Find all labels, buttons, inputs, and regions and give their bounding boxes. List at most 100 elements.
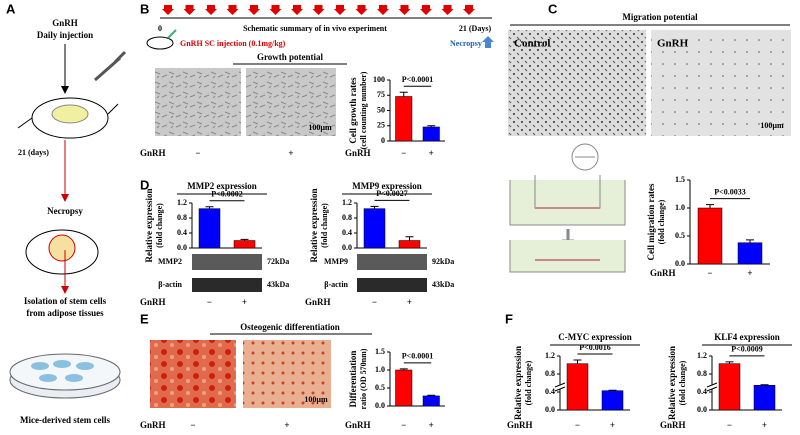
y-axis-label: Relative expression [667,346,677,420]
error-bar [725,361,734,364]
timeline-start: 0 [158,24,162,33]
error-bar [706,204,714,208]
panel-label: C [548,1,558,16]
micrograph [243,340,331,408]
y-tick-label: 0.4 [342,228,352,237]
p-value: P<0.0001 [402,75,433,84]
y-tick-label: 1.5 [375,347,385,356]
dose-arrows [162,5,475,15]
dose-arrow [377,5,389,15]
y-tick-label: 25 [377,121,385,130]
dose-arrow [183,5,196,15]
bar [398,240,421,249]
bar [395,369,413,407]
y-tick-label: 1.5 [675,175,685,184]
group-plus: + [284,420,289,430]
axis-break [554,382,566,392]
y-tick-label: 0.8 [342,213,352,222]
image-label: GnRH [657,38,689,50]
dose-arrow [162,5,174,15]
group-minus: − [195,148,200,158]
step-text: GnRH [52,18,78,28]
x-tick-label: + [762,420,767,430]
bar [601,390,624,411]
y-tick-label: 0.8 [697,369,707,378]
x-tick-label: + [242,297,247,307]
arrow-head [61,286,69,294]
y-axis-label: Relative expression [309,188,319,262]
x-tick-label: − [401,148,406,158]
x-tick-label: + [407,297,412,307]
y-tick-label: 0.4 [697,387,707,396]
bar [363,208,386,249]
chart-title: MMP2 expression [187,181,257,191]
section-title: Migration potential [622,12,698,22]
arrow-head [61,86,69,94]
micrograph [150,340,236,408]
y-axis-label: Cell migration rates [646,183,656,260]
panel-label: F [505,311,513,326]
micrograph [508,30,646,136]
bar [566,363,589,411]
p-value: P<0.0033 [714,187,745,196]
necropsy-arrow [482,36,494,48]
step-text: Mice-derived stem cells [20,415,110,425]
y-axis-label: (fold change) [155,203,164,248]
error-bar [573,359,582,364]
x-axis-label: GnRH [650,268,676,278]
x-tick-label: − [372,297,377,307]
bar [395,96,413,142]
x-tick-label: − [727,420,732,430]
y-tick-label: 0.0 [697,405,707,414]
bar [233,240,256,249]
y-axis-label: Relative expression [144,188,154,262]
y-axis-label: (fold change) [678,360,687,405]
error-bar [427,394,436,396]
dose-arrow [312,5,325,15]
x-axis-label: GnRH [345,420,371,430]
y-tick-label: 0.5 [675,231,685,240]
blot-label: β-actin [158,280,182,289]
step-text: Daily injection [37,30,93,40]
y-tick-label: 0.0 [375,401,385,410]
dose-arrow [398,5,411,15]
x-tick-label: + [429,148,434,158]
y-tick-label: 0.8 [177,213,187,222]
necropsy-text: Necropsy [450,39,482,48]
scale-bar: 100µm [308,123,332,132]
kda-label: 43kDa [432,280,454,289]
dose-arrow [355,5,368,15]
dose-arrow [420,5,432,15]
dose-arrow [334,5,346,15]
step-text: Isolation of stem cells [24,296,107,306]
bar [422,126,440,142]
error-bar [427,125,436,127]
transwell-diagram [509,143,626,273]
dose-arrow [441,5,454,15]
dose-arrow [463,5,475,15]
error-bar [399,91,408,97]
scale-bar: 100µm [304,395,328,404]
y-axis-label: Relative expression [513,346,523,420]
axis-break [708,385,716,389]
micrograph [651,30,791,136]
group-plus: + [288,148,293,158]
y-tick-label: 0.5 [375,383,385,392]
y-tick-label: 50 [377,105,385,114]
y-tick-label: 1.2 [177,198,187,207]
x-tick-label: − [575,420,580,430]
dose-arrow [269,5,282,15]
panel-label: E [140,311,149,326]
y-tick-label: 1.2 [342,198,352,207]
bar [198,208,221,249]
y-tick-label: 1.2 [697,351,707,360]
schematic-title: Schematic summary of in vivo experiment [243,24,387,33]
y-tick-label: 1.2 [545,351,555,360]
bar [737,242,763,265]
arrow-head [61,194,69,202]
kda-label: 92kDa [432,257,454,266]
y-tick-label: 75 [377,90,385,99]
kda-label: 72kDa [267,257,289,266]
micrograph [246,68,336,136]
p-value: P<0.0009 [731,345,762,354]
